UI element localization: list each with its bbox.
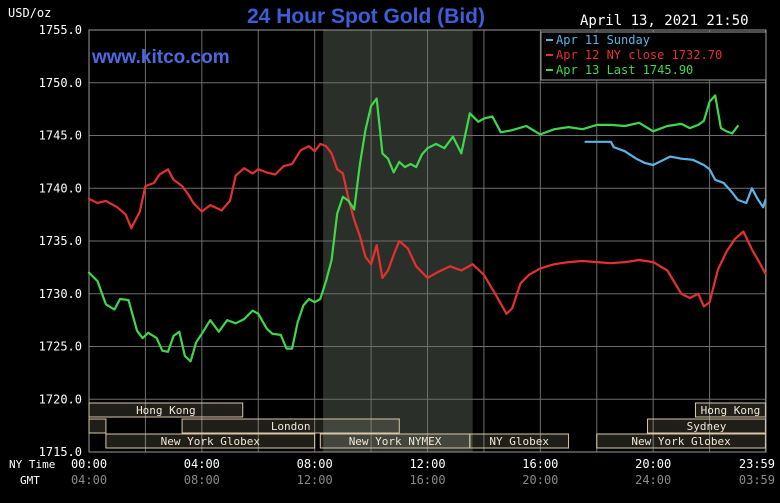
y-tick-label: 1740.0 [39,181,82,195]
session-bar-label: New York Globex [161,435,261,448]
x-tick-label-ny: 08:00 [297,457,333,471]
session-bar [88,418,107,434]
session-bar-box [596,433,766,449]
x-axis-label-gmt: GMT [20,474,40,487]
x-tick-label-gmt: 20:00 [522,473,558,487]
x-tick-label-ny: 00:00 [71,457,107,471]
session-bar-box [88,402,244,418]
plot-area: Hong Kong London New York Globex New York N… [87,29,767,453]
x-tick-label-ny: 20:00 [635,457,671,471]
x-axis-ticks: 00:00 04:00 04:00 08:00 08:00 12:00 12:00 16:00… [71,457,775,487]
x-tick-label-gmt: 03:59 [739,473,775,487]
y-tick-label: 1725.0 [39,340,82,354]
legend-box [540,31,767,81]
y-tick-label: 1730.0 [39,287,82,301]
legend-entry: Apr 12 NY close 1732.70 [556,48,722,62]
site-watermark: www.kitco.com [91,47,230,68]
session-bar-label: NY Globex [489,435,549,448]
legend-entry: Apr 11 Sunday [556,33,650,47]
y-tick-label: 1750.0 [39,76,82,90]
session-bar-box [647,418,766,434]
session-bar: Hong Kong [694,402,766,418]
session-bar-label: Hong Kong [136,404,196,417]
y-tick-label: 1745.0 [39,129,82,143]
y-tick-label: 1735.0 [39,234,82,248]
session-bar-box [469,433,570,449]
y-axis-unit-label: USD/oz [8,6,51,20]
y-tick-label: 1720.0 [39,392,82,406]
session-bar-box [105,433,316,449]
y-tick-label: 1715.0 [39,445,82,459]
y-axis-ticks: 1715.0 1720.0 1725.0 1730.0 1735.0 1740.0 1745… [39,23,82,459]
session-bar: London [181,418,400,434]
series-line-1 [584,140,767,209]
session-bar-label: Hong Kong [701,404,761,417]
session-bar: Sydney [647,418,766,434]
x-tick-label-gmt: 24:00 [635,473,671,487]
x-tick-label-ny: 16:00 [522,457,558,471]
session-bar-label: New York NYMEX [349,435,442,448]
session-bar: Hong Kong [88,402,244,418]
series-line-3 [87,94,739,363]
y-tick-label: 1755.0 [39,23,82,37]
session-bar: New York Globex [596,433,766,449]
chart-title: 24 Hour Spot Gold (Bid) [247,5,485,28]
x-axis-label-ny: NY Time [9,458,55,471]
session-bar-box [694,402,766,418]
x-tick-label-gmt: 08:00 [184,473,220,487]
session-bar-label: London [271,420,311,433]
x-tick-label-ny: 04:00 [184,457,220,471]
plot-border [88,29,767,453]
session-bar: New York NYMEX [319,433,471,449]
chart-datetime: April 13, 2021 21:50 [580,13,749,29]
x-tick-label-gmt: 16:00 [409,473,445,487]
session-bar: New York Globex [105,433,316,449]
x-tick-label-ny: 12:00 [409,457,445,471]
x-tick-label-gmt: 04:00 [71,473,107,487]
series-line-2 [87,142,767,315]
session-bar-label: Sydney [687,420,727,433]
session-bar-label: New York Globex [631,435,731,448]
x-tick-label-ny: 23:59 [739,457,775,471]
legend-entry: Apr 13 Last 1745.90 [556,63,693,77]
session-bar: NY Globex [469,433,570,449]
session-bar-box [88,418,107,434]
x-tick-label-gmt: 12:00 [297,473,333,487]
session-bar-box [181,418,400,434]
